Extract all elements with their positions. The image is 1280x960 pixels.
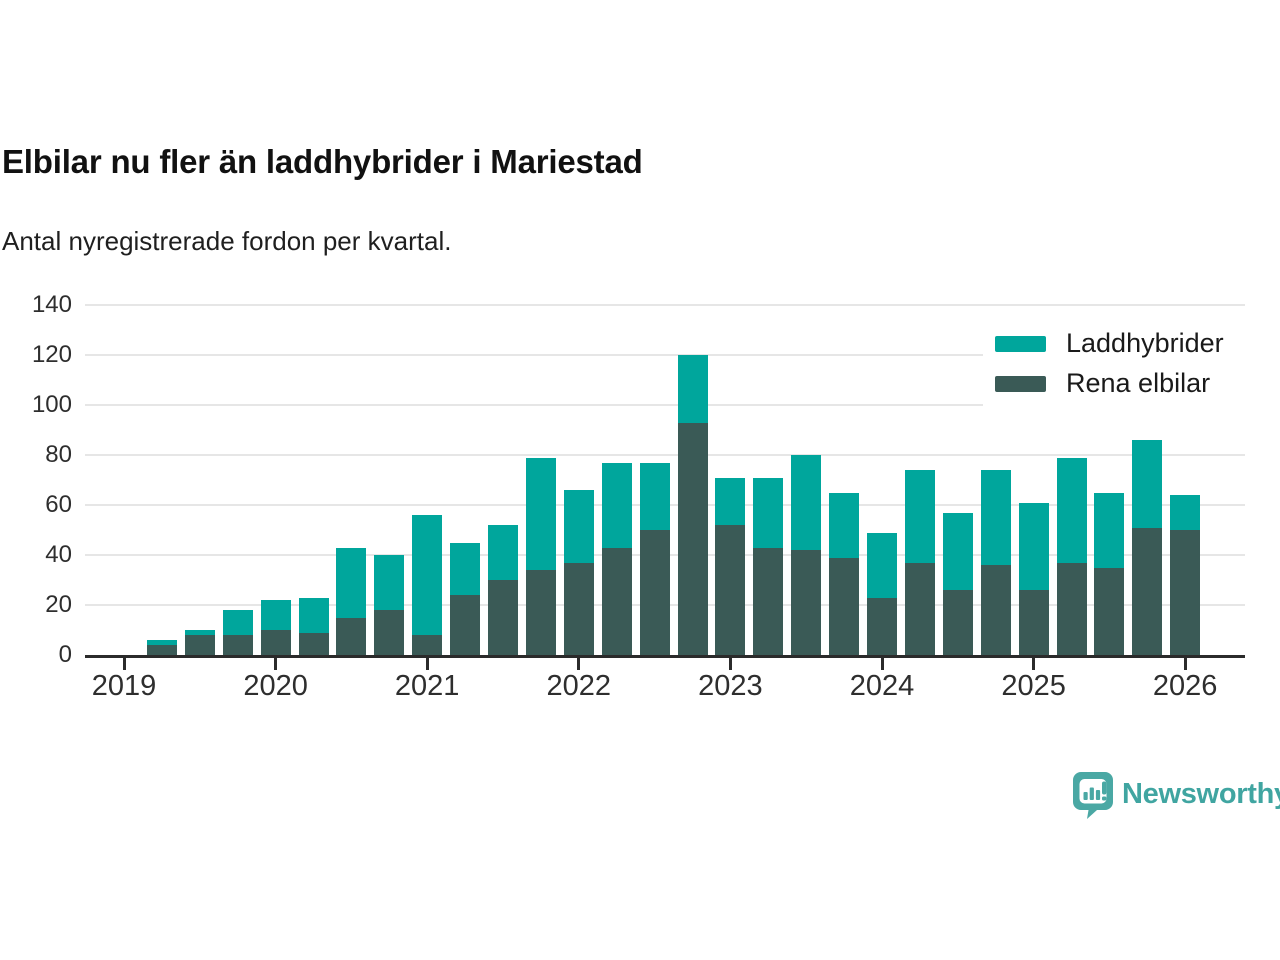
bar-laddhybrider-2025-Q2 bbox=[1056, 457, 1087, 563]
bar-rena-elbilar-2023-Q3 bbox=[791, 550, 822, 655]
bar-laddhybrider-2022-Q2 bbox=[601, 462, 632, 548]
bar-laddhybrider-2023-Q4 bbox=[829, 492, 860, 558]
bar-rena-elbilar-2022-Q4 bbox=[677, 422, 708, 655]
bar-rena-elbilar-2022-Q3 bbox=[639, 530, 670, 655]
y-tick-label-60: 60 bbox=[45, 491, 72, 518]
x-tick-2020 bbox=[274, 657, 278, 670]
bar-rena-elbilar-2026-Q1 bbox=[1170, 530, 1201, 655]
bar-rena-elbilar-2023-Q4 bbox=[829, 557, 860, 655]
bar-rena-elbilar-2020-Q1 bbox=[260, 630, 291, 655]
x-tick-2022 bbox=[577, 657, 581, 670]
x-tick-label-2025: 2025 bbox=[1001, 670, 1066, 702]
bar-laddhybrider-2024-Q1 bbox=[867, 532, 897, 598]
x-tick-2024 bbox=[880, 657, 884, 670]
bar-rena-elbilar-2023-Q2 bbox=[753, 547, 784, 655]
bar-laddhybrider-2022-Q3 bbox=[639, 462, 670, 530]
bar-rena-elbilar-2022-Q2 bbox=[601, 547, 632, 655]
y-tick-label-120: 120 bbox=[31, 341, 72, 368]
bar-laddhybrider-2026-Q1 bbox=[1170, 495, 1201, 530]
legend-item-rena-elbilar: Rena elbilar bbox=[995, 368, 1245, 399]
bar-laddhybrider-2019-Q2 bbox=[146, 640, 177, 645]
chart-subtitle: Antal nyregistrerade fordon per kvartal. bbox=[2, 226, 452, 256]
x-tick-label-2026: 2026 bbox=[1152, 670, 1218, 702]
bar-rena-elbilar-2020-Q4 bbox=[374, 610, 405, 655]
newsworthy-wordmark: Newsworthy bbox=[1122, 778, 1280, 810]
bar-rena-elbilar-2023-Q1 bbox=[715, 525, 746, 655]
bar-rena-elbilar-2024-Q2 bbox=[904, 562, 935, 655]
x-axis-line bbox=[85, 655, 1245, 658]
bar-laddhybrider-2020-Q3 bbox=[336, 547, 367, 618]
bar-rena-elbilar-2024-Q3 bbox=[942, 590, 973, 655]
bar-laddhybrider-2025-Q1 bbox=[1018, 502, 1049, 590]
bar-laddhybrider-2020-Q1 bbox=[260, 600, 291, 630]
legend-swatch-rena-elbilar bbox=[995, 375, 1046, 392]
gridline-140 bbox=[85, 304, 1245, 306]
bar-rena-elbilar-2019-Q4 bbox=[222, 635, 253, 655]
bar-rena-elbilar-2025-Q2 bbox=[1056, 562, 1087, 655]
gridline-100 bbox=[85, 404, 1245, 406]
bar-laddhybrider-2023-Q2 bbox=[753, 477, 784, 548]
legend: Laddhybrider Rena elbilar bbox=[983, 322, 1255, 407]
bar-rena-elbilar-2020-Q3 bbox=[336, 617, 367, 655]
x-tick-2019 bbox=[122, 657, 126, 670]
x-tick-2023 bbox=[728, 657, 732, 670]
bar-laddhybrider-2019-Q4 bbox=[222, 610, 253, 635]
legend-label: Laddhybrider bbox=[1066, 328, 1224, 358]
y-tick-label-100: 100 bbox=[31, 391, 72, 418]
x-tick-label-2021: 2021 bbox=[394, 670, 460, 702]
bar-laddhybrider-2021-Q2 bbox=[450, 542, 481, 595]
newsworthy-icon bbox=[1073, 772, 1113, 819]
bar-rena-elbilar-2024-Q4 bbox=[980, 565, 1011, 655]
bar-rena-elbilar-2022-Q1 bbox=[563, 562, 594, 655]
bar-laddhybrider-2024-Q3 bbox=[942, 512, 973, 590]
bar-laddhybrider-2021-Q1 bbox=[412, 515, 443, 635]
gridline-80 bbox=[85, 454, 1245, 456]
legend-item-laddhybrider: Laddhybrider bbox=[995, 328, 1245, 359]
bar-rena-elbilar-2020-Q2 bbox=[298, 632, 329, 655]
legend-swatch-laddhybrider bbox=[995, 335, 1046, 352]
bar-laddhybrider-2025-Q3 bbox=[1094, 492, 1125, 568]
y-tick-label-40: 40 bbox=[45, 541, 72, 568]
bar-laddhybrider-2021-Q3 bbox=[488, 525, 518, 580]
bar-rena-elbilar-2024-Q1 bbox=[867, 597, 897, 655]
x-tick-label-2022: 2022 bbox=[546, 670, 612, 702]
bar-rena-elbilar-2019-Q3 bbox=[184, 635, 215, 655]
bar-laddhybrider-2023-Q1 bbox=[715, 477, 746, 525]
y-tick-label-0: 0 bbox=[58, 641, 72, 668]
x-tick-2021 bbox=[425, 657, 429, 670]
bar-laddhybrider-2024-Q4 bbox=[980, 470, 1011, 565]
y-tick-label-80: 80 bbox=[45, 441, 72, 468]
bar-laddhybrider-2024-Q2 bbox=[904, 470, 935, 563]
y-tick-label-20: 20 bbox=[45, 591, 72, 618]
bar-laddhybrider-2022-Q4 bbox=[677, 355, 708, 423]
legend-label: Rena elbilar bbox=[1066, 368, 1211, 398]
bar-rena-elbilar-2021-Q3 bbox=[488, 580, 518, 655]
bar-rena-elbilar-2025-Q3 bbox=[1094, 567, 1125, 655]
bar-laddhybrider-2025-Q4 bbox=[1132, 440, 1163, 528]
bar-rena-elbilar-2021-Q4 bbox=[525, 570, 556, 655]
newsworthy-logo: Newsworthy bbox=[1073, 772, 1280, 819]
bar-rena-elbilar-2025-Q1 bbox=[1018, 590, 1049, 655]
bar-rena-elbilar-2019-Q2 bbox=[146, 645, 177, 655]
x-tick-label-2023: 2023 bbox=[698, 670, 763, 702]
bar-rena-elbilar-2021-Q2 bbox=[450, 595, 481, 655]
bar-laddhybrider-2023-Q3 bbox=[791, 455, 822, 550]
bar-laddhybrider-2019-Q3 bbox=[184, 630, 215, 635]
x-tick-label-2019: 2019 bbox=[91, 670, 157, 702]
bar-rena-elbilar-2025-Q4 bbox=[1132, 527, 1163, 655]
bar-laddhybrider-2021-Q4 bbox=[525, 457, 556, 570]
chart-title: Elbilar nu fler än laddhybrider i Maries… bbox=[2, 143, 643, 180]
bar-laddhybrider-2020-Q4 bbox=[374, 555, 405, 610]
x-tick-2026 bbox=[1183, 657, 1187, 670]
y-tick-label-140: 140 bbox=[31, 291, 72, 318]
x-tick-label-2024: 2024 bbox=[849, 670, 915, 702]
gridline-120 bbox=[85, 354, 1245, 356]
bar-laddhybrider-2022-Q1 bbox=[563, 490, 594, 563]
bar-laddhybrider-2020-Q2 bbox=[298, 597, 329, 633]
x-tick-2025 bbox=[1032, 657, 1036, 670]
x-tick-label-2020: 2020 bbox=[243, 670, 308, 702]
bar-rena-elbilar-2021-Q1 bbox=[412, 635, 443, 655]
